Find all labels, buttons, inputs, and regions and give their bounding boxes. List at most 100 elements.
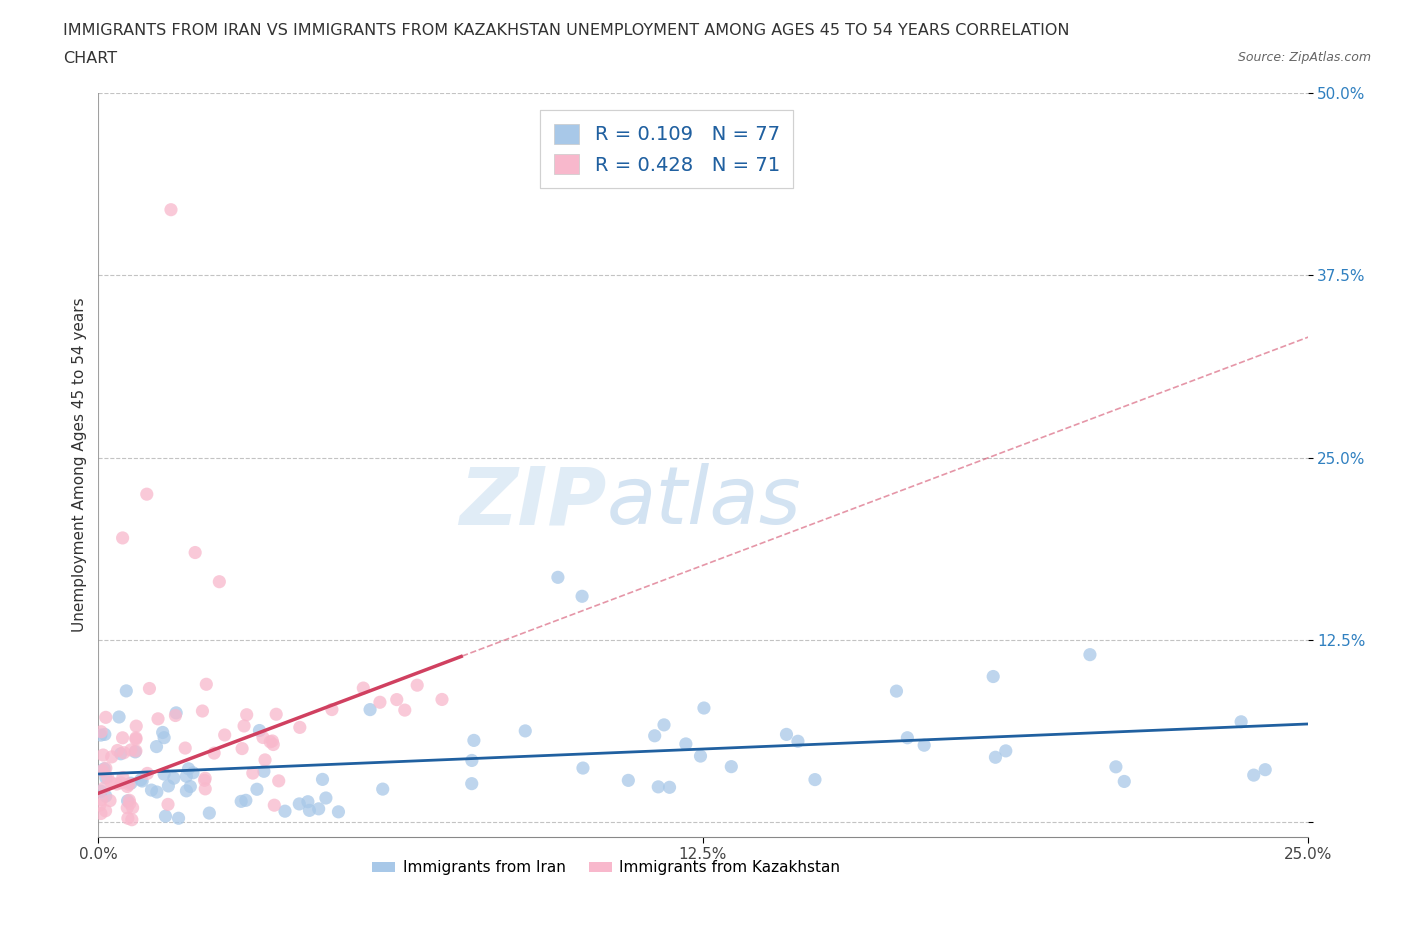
- Point: [115, 779, 138, 794]
- Point: [90, 806, 112, 821]
- Point: [120, 776, 142, 790]
- Point: [1254, 763, 1277, 777]
- Point: [105, 777, 128, 791]
- Text: Source: ZipAtlas.com: Source: ZipAtlas.com: [1237, 51, 1371, 64]
- Point: [886, 684, 908, 698]
- Point: [246, 782, 269, 797]
- Point: [297, 794, 319, 809]
- Point: [1114, 774, 1136, 789]
- Point: [153, 766, 176, 781]
- Point: [804, 772, 827, 787]
- Point: [94, 761, 117, 776]
- Point: [235, 793, 257, 808]
- Point: [120, 742, 142, 757]
- Point: [146, 785, 169, 800]
- Point: [121, 812, 143, 827]
- Point: [131, 774, 153, 789]
- Point: [1105, 760, 1128, 775]
- Point: [288, 720, 311, 735]
- Point: [160, 202, 183, 217]
- Text: ZIP: ZIP: [458, 463, 606, 541]
- Point: [617, 773, 640, 788]
- Point: [394, 703, 416, 718]
- Point: [263, 798, 285, 813]
- Point: [125, 732, 148, 747]
- Point: [912, 737, 935, 752]
- Point: [146, 711, 169, 726]
- Point: [100, 750, 122, 764]
- Point: [117, 793, 139, 808]
- Point: [274, 804, 297, 818]
- Text: IMMIGRANTS FROM IRAN VS IMMIGRANTS FROM KAZAKHSTAN UNEMPLOYMENT AMONG AGES 45 TO: IMMIGRANTS FROM IRAN VS IMMIGRANTS FROM …: [63, 23, 1070, 38]
- Point: [90, 784, 112, 799]
- Point: [135, 486, 157, 501]
- Point: [115, 684, 138, 698]
- Point: [108, 710, 131, 724]
- Point: [463, 733, 485, 748]
- Point: [461, 777, 484, 791]
- Point: [693, 700, 716, 715]
- Point: [152, 725, 174, 740]
- Point: [141, 783, 163, 798]
- Point: [572, 761, 595, 776]
- Y-axis label: Unemployment Among Ages 45 to 54 years: Unemployment Among Ages 45 to 54 years: [72, 298, 87, 632]
- Point: [136, 766, 159, 781]
- Point: [262, 734, 284, 749]
- Point: [125, 730, 148, 745]
- Point: [267, 774, 290, 789]
- Point: [194, 771, 217, 786]
- Point: [121, 801, 143, 816]
- Point: [571, 589, 593, 604]
- Point: [214, 727, 236, 742]
- Point: [94, 804, 117, 818]
- Point: [176, 769, 198, 784]
- Point: [89, 798, 111, 813]
- Point: [138, 681, 160, 696]
- Point: [97, 770, 120, 785]
- Point: [371, 782, 394, 797]
- Point: [184, 545, 207, 560]
- Point: [202, 746, 225, 761]
- Point: [110, 747, 132, 762]
- Point: [775, 727, 797, 742]
- Point: [125, 719, 148, 734]
- Point: [298, 803, 321, 817]
- Point: [994, 743, 1017, 758]
- Point: [242, 765, 264, 780]
- Text: atlas: atlas: [606, 463, 801, 541]
- Point: [181, 765, 204, 780]
- Point: [91, 748, 114, 763]
- Point: [111, 770, 134, 785]
- Point: [264, 707, 287, 722]
- Point: [787, 734, 810, 749]
- Point: [385, 692, 408, 707]
- Point: [647, 779, 669, 794]
- Point: [368, 695, 391, 710]
- Point: [652, 717, 675, 732]
- Point: [117, 811, 139, 826]
- Point: [194, 781, 217, 796]
- Point: [90, 724, 112, 739]
- Point: [94, 770, 117, 785]
- Point: [406, 678, 429, 693]
- Point: [252, 730, 274, 745]
- Point: [253, 752, 276, 767]
- Point: [193, 773, 215, 788]
- Point: [118, 796, 141, 811]
- Point: [359, 702, 381, 717]
- Point: [249, 724, 271, 738]
- Point: [176, 783, 198, 798]
- Point: [93, 762, 115, 777]
- Point: [689, 749, 711, 764]
- Point: [328, 804, 350, 819]
- Point: [165, 706, 187, 721]
- Point: [118, 777, 141, 791]
- Point: [658, 780, 681, 795]
- Point: [896, 730, 918, 745]
- Point: [100, 776, 122, 790]
- Point: [191, 704, 214, 719]
- Point: [94, 710, 117, 724]
- Point: [174, 740, 197, 755]
- Point: [112, 745, 135, 760]
- Point: [1078, 647, 1101, 662]
